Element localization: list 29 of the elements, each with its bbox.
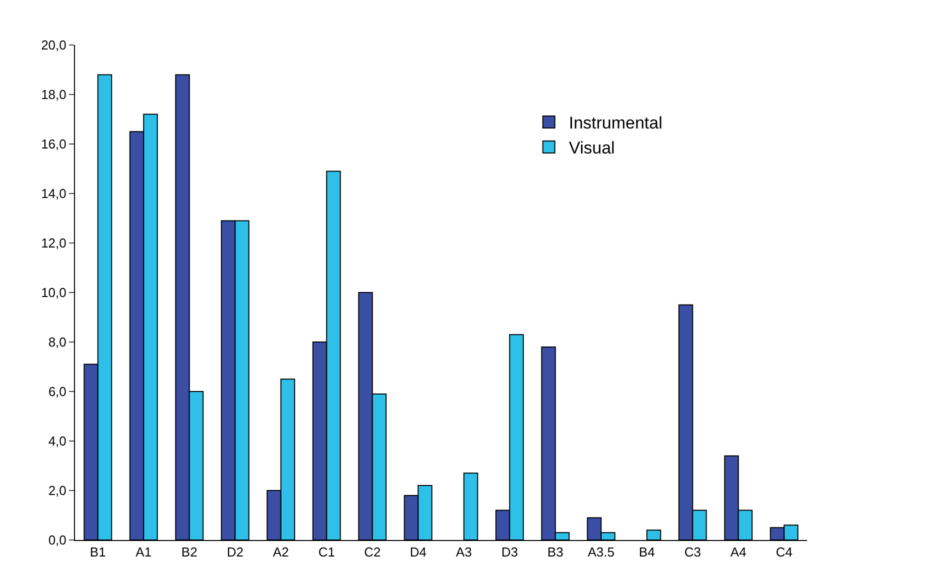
y-tick-label: 6,0 [48,384,66,400]
x-tick-label: A4 [730,544,746,560]
x-tick-label: A3 [456,544,472,560]
x-tick-label: C3 [684,544,701,560]
x-tick-label: C2 [364,544,381,560]
x-tick-label: A2 [272,544,289,560]
x-tick-label: A3.5 [588,544,615,560]
x-tick-label: D3 [501,544,518,560]
y-tick-label: 4,0 [48,434,66,449]
y-tick-label: 0,0 [48,532,66,548]
x-tick-label: A1 [136,544,152,560]
y-tick-label: 10,0 [41,285,66,300]
x-tick-label: C4 [776,544,792,560]
x-tick-label: C1 [318,544,335,560]
y-tick-label: 12,0 [41,236,66,251]
x-tick-label: B3 [547,544,564,560]
x-tick-label: B2 [181,544,198,560]
x-tick-label: B4 [638,544,655,560]
x-tick-label: D2 [226,544,244,560]
legend-label: Visual [568,138,615,158]
y-tick-label: 14,0 [41,186,66,202]
x-tick-label: D4 [410,544,426,560]
legend-label: Instrumental [568,114,662,133]
y-tick-label: 8,0 [48,334,66,350]
y-tick-label: 2,0 [48,483,66,498]
x-tick-label: B1 [90,544,106,560]
y-tick-label: 18,0 [41,87,66,102]
y-tick-label: 16,0 [41,136,66,152]
y-tick-label: 20,0 [41,38,66,53]
